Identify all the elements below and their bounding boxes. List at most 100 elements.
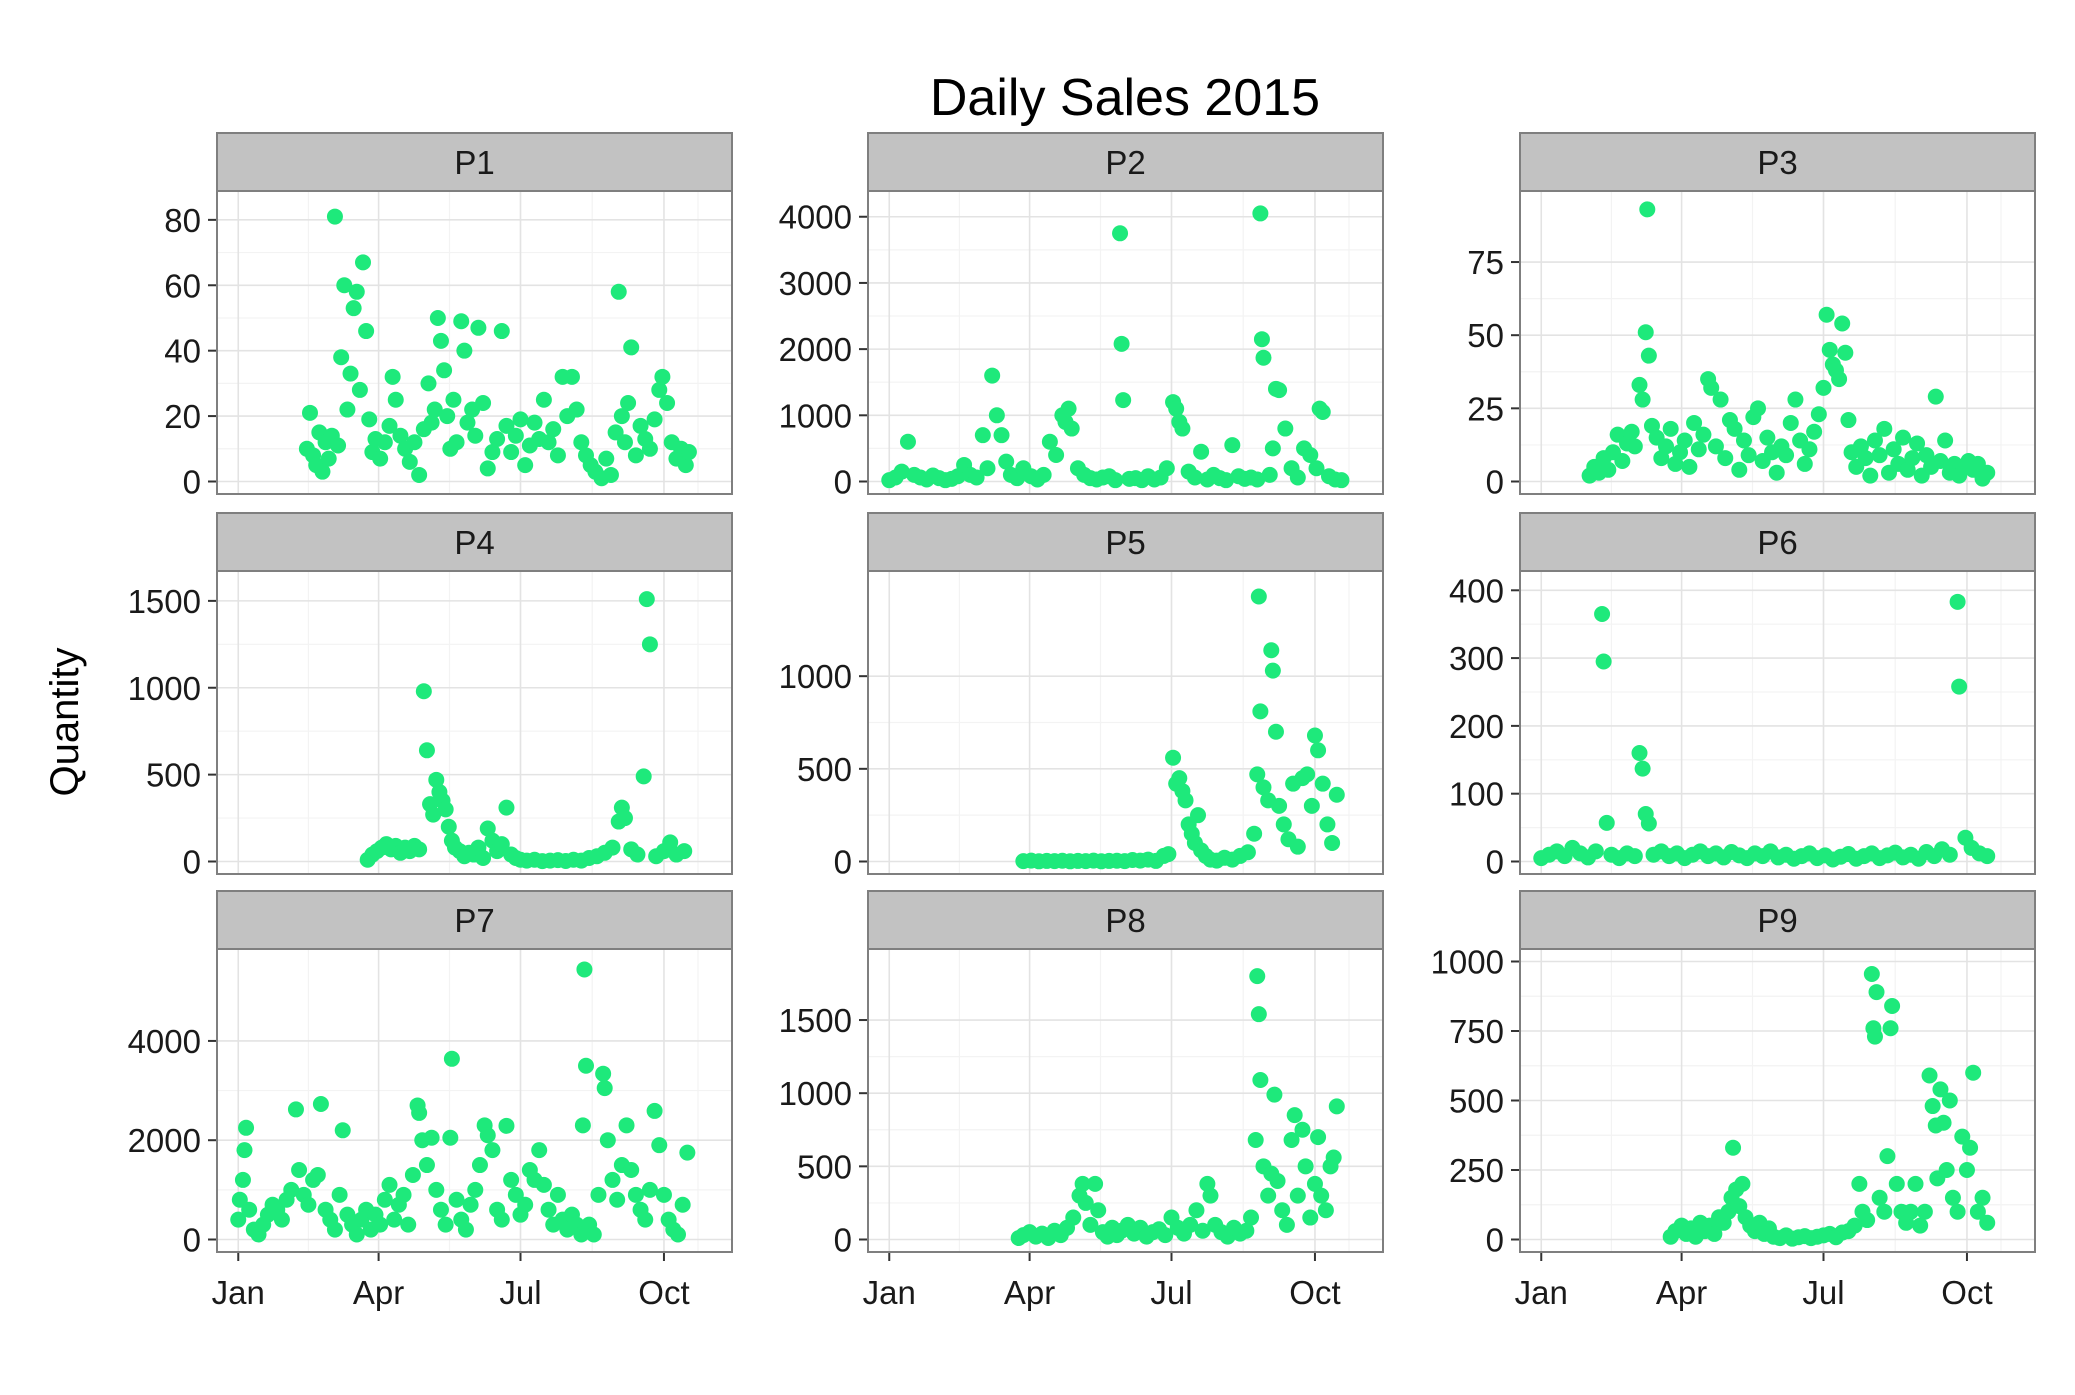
- data-point: [420, 375, 437, 392]
- data-point: [1247, 1132, 1264, 1149]
- y-tick-label: 4000: [128, 1023, 201, 1060]
- data-point: [1333, 472, 1350, 489]
- data-point: [998, 453, 1015, 470]
- data-point: [1631, 745, 1648, 762]
- data-point: [400, 1216, 417, 1233]
- data-point: [1851, 1175, 1868, 1192]
- data-point: [679, 1144, 696, 1161]
- data-point: [1107, 472, 1124, 489]
- data-point: [517, 457, 534, 474]
- y-tick-label: 1000: [779, 1075, 852, 1112]
- x-tick-label: Jan: [212, 1274, 265, 1311]
- data-point: [1703, 379, 1720, 396]
- data-point: [1267, 723, 1284, 740]
- data-point: [333, 349, 350, 366]
- data-point: [1707, 438, 1724, 455]
- data-point: [1598, 814, 1615, 831]
- data-point: [1831, 371, 1848, 388]
- data-point: [432, 332, 449, 349]
- data-point: [1640, 815, 1657, 832]
- data-point: [638, 591, 655, 608]
- data-point: [1882, 1020, 1899, 1037]
- data-point: [654, 368, 671, 385]
- y-tick-label: 400: [1449, 572, 1504, 609]
- x-tick-label: Jul: [1150, 1274, 1192, 1311]
- data-point: [442, 1129, 459, 1146]
- data-point: [1778, 447, 1795, 464]
- y-tick-label: 0: [183, 463, 201, 500]
- data-point: [1308, 460, 1325, 477]
- data-point: [326, 1221, 343, 1238]
- data-point: [1587, 843, 1604, 860]
- data-point: [641, 1181, 658, 1198]
- panel-border: [216, 570, 733, 875]
- data-point: [358, 323, 375, 340]
- data-point: [1840, 412, 1857, 429]
- data-point: [334, 1122, 351, 1139]
- x-tick-label: Apr: [1656, 1274, 1707, 1311]
- data-point: [545, 421, 562, 438]
- data-point: [616, 434, 633, 451]
- data-point: [1324, 834, 1341, 851]
- data-point: [1274, 1202, 1291, 1219]
- data-point: [1271, 797, 1288, 814]
- facet-p3: P3 0 25 50 75: [1467, 132, 2036, 500]
- data-point: [540, 1201, 557, 1218]
- x-tick-label: Jul: [1802, 1274, 1844, 1311]
- data-point: [436, 362, 453, 379]
- data-point: [646, 1102, 663, 1119]
- data-point: [984, 367, 1001, 384]
- data-point: [336, 277, 353, 294]
- strip-background: [867, 890, 1384, 950]
- data-point: [428, 771, 445, 788]
- data-point: [1278, 1216, 1295, 1233]
- data-point: [1951, 678, 1968, 695]
- data-point: [623, 1161, 640, 1178]
- data-point: [1949, 593, 1966, 610]
- data-point: [1264, 662, 1281, 679]
- data-point: [1863, 966, 1880, 983]
- data-point: [355, 254, 372, 271]
- data-point: [1695, 426, 1712, 443]
- data-point: [411, 841, 428, 858]
- y-tick-label: 1500: [128, 583, 201, 620]
- data-point: [1255, 779, 1272, 796]
- data-point: [376, 1191, 393, 1208]
- data-point: [1310, 1129, 1327, 1146]
- data-point: [899, 433, 916, 450]
- data-point: [351, 381, 368, 398]
- data-point: [1938, 1161, 1955, 1178]
- data-point: [411, 1104, 428, 1121]
- data-point: [475, 850, 492, 867]
- data-point: [395, 1186, 412, 1203]
- data-point: [1821, 341, 1838, 358]
- data-point: [1640, 347, 1657, 364]
- data-point: [326, 208, 343, 225]
- data-point: [641, 636, 658, 653]
- data-point: [1269, 1172, 1286, 1189]
- strip-label: P2: [1105, 144, 1145, 181]
- strip-background: [1519, 132, 2036, 192]
- data-point: [1909, 435, 1926, 452]
- data-point: [598, 450, 615, 467]
- data-point: [676, 843, 693, 860]
- data-point: [1328, 1098, 1345, 1115]
- data-point: [331, 1186, 348, 1203]
- data-point: [604, 839, 621, 856]
- data-point: [1115, 392, 1132, 409]
- facet-p2: P2 0 1000 2000 3000 4000: [779, 132, 1384, 500]
- data-point: [1979, 1214, 1996, 1231]
- x-tick-label: Oct: [1941, 1274, 1992, 1311]
- data-point: [314, 463, 331, 480]
- y-tick-label: 0: [1486, 843, 1504, 880]
- data-point: [1932, 1081, 1949, 1098]
- y-tick-label: 0: [183, 843, 201, 880]
- data-point: [1313, 1187, 1330, 1204]
- y-tick-label: 200: [1449, 708, 1504, 745]
- data-point: [599, 1132, 616, 1149]
- data-point: [1224, 437, 1241, 454]
- strip-label: P1: [454, 144, 494, 181]
- panel-background: [867, 948, 1384, 1253]
- strip-background: [216, 132, 733, 192]
- data-point: [1876, 420, 1893, 437]
